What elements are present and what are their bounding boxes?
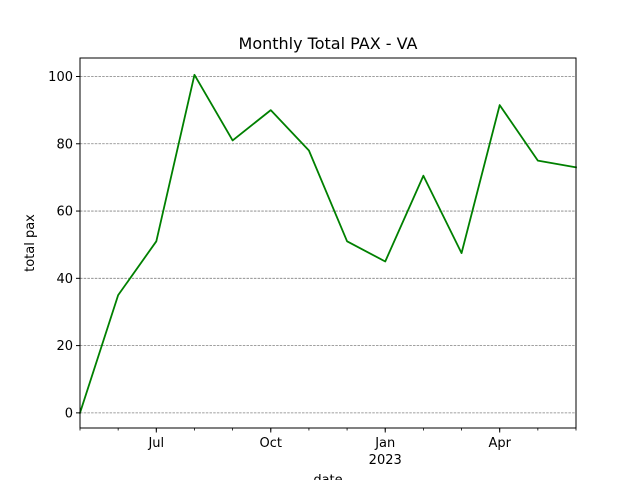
y-tick-label: 100 xyxy=(48,70,73,85)
x-tick-sublabel: 2023 xyxy=(369,453,402,468)
y-axis: 0 20 40 60 80 100 xyxy=(48,70,80,421)
x-tick-label: Oct xyxy=(260,436,282,451)
x-tick-label: Jul xyxy=(147,436,164,451)
y-tick-label: 20 xyxy=(56,339,73,354)
y-tick-label: 40 xyxy=(56,272,73,287)
y-tick-label: 80 xyxy=(56,137,73,152)
y-tick-label: 60 xyxy=(56,205,73,220)
series-line xyxy=(78,73,578,414)
y-axis-title: total pax xyxy=(23,214,38,272)
x-tick-label: Apr xyxy=(488,436,511,451)
y-tick-label: 0 xyxy=(65,406,73,421)
chart-title: Monthly Total PAX - VA xyxy=(239,34,418,53)
x-axis-title: date xyxy=(313,473,342,480)
plot-area-frame xyxy=(79,57,577,429)
series-layer xyxy=(78,73,578,414)
x-tick-label: Jan xyxy=(374,436,395,451)
x-axis: Jul Oct Jan 2023 Apr xyxy=(79,428,577,468)
